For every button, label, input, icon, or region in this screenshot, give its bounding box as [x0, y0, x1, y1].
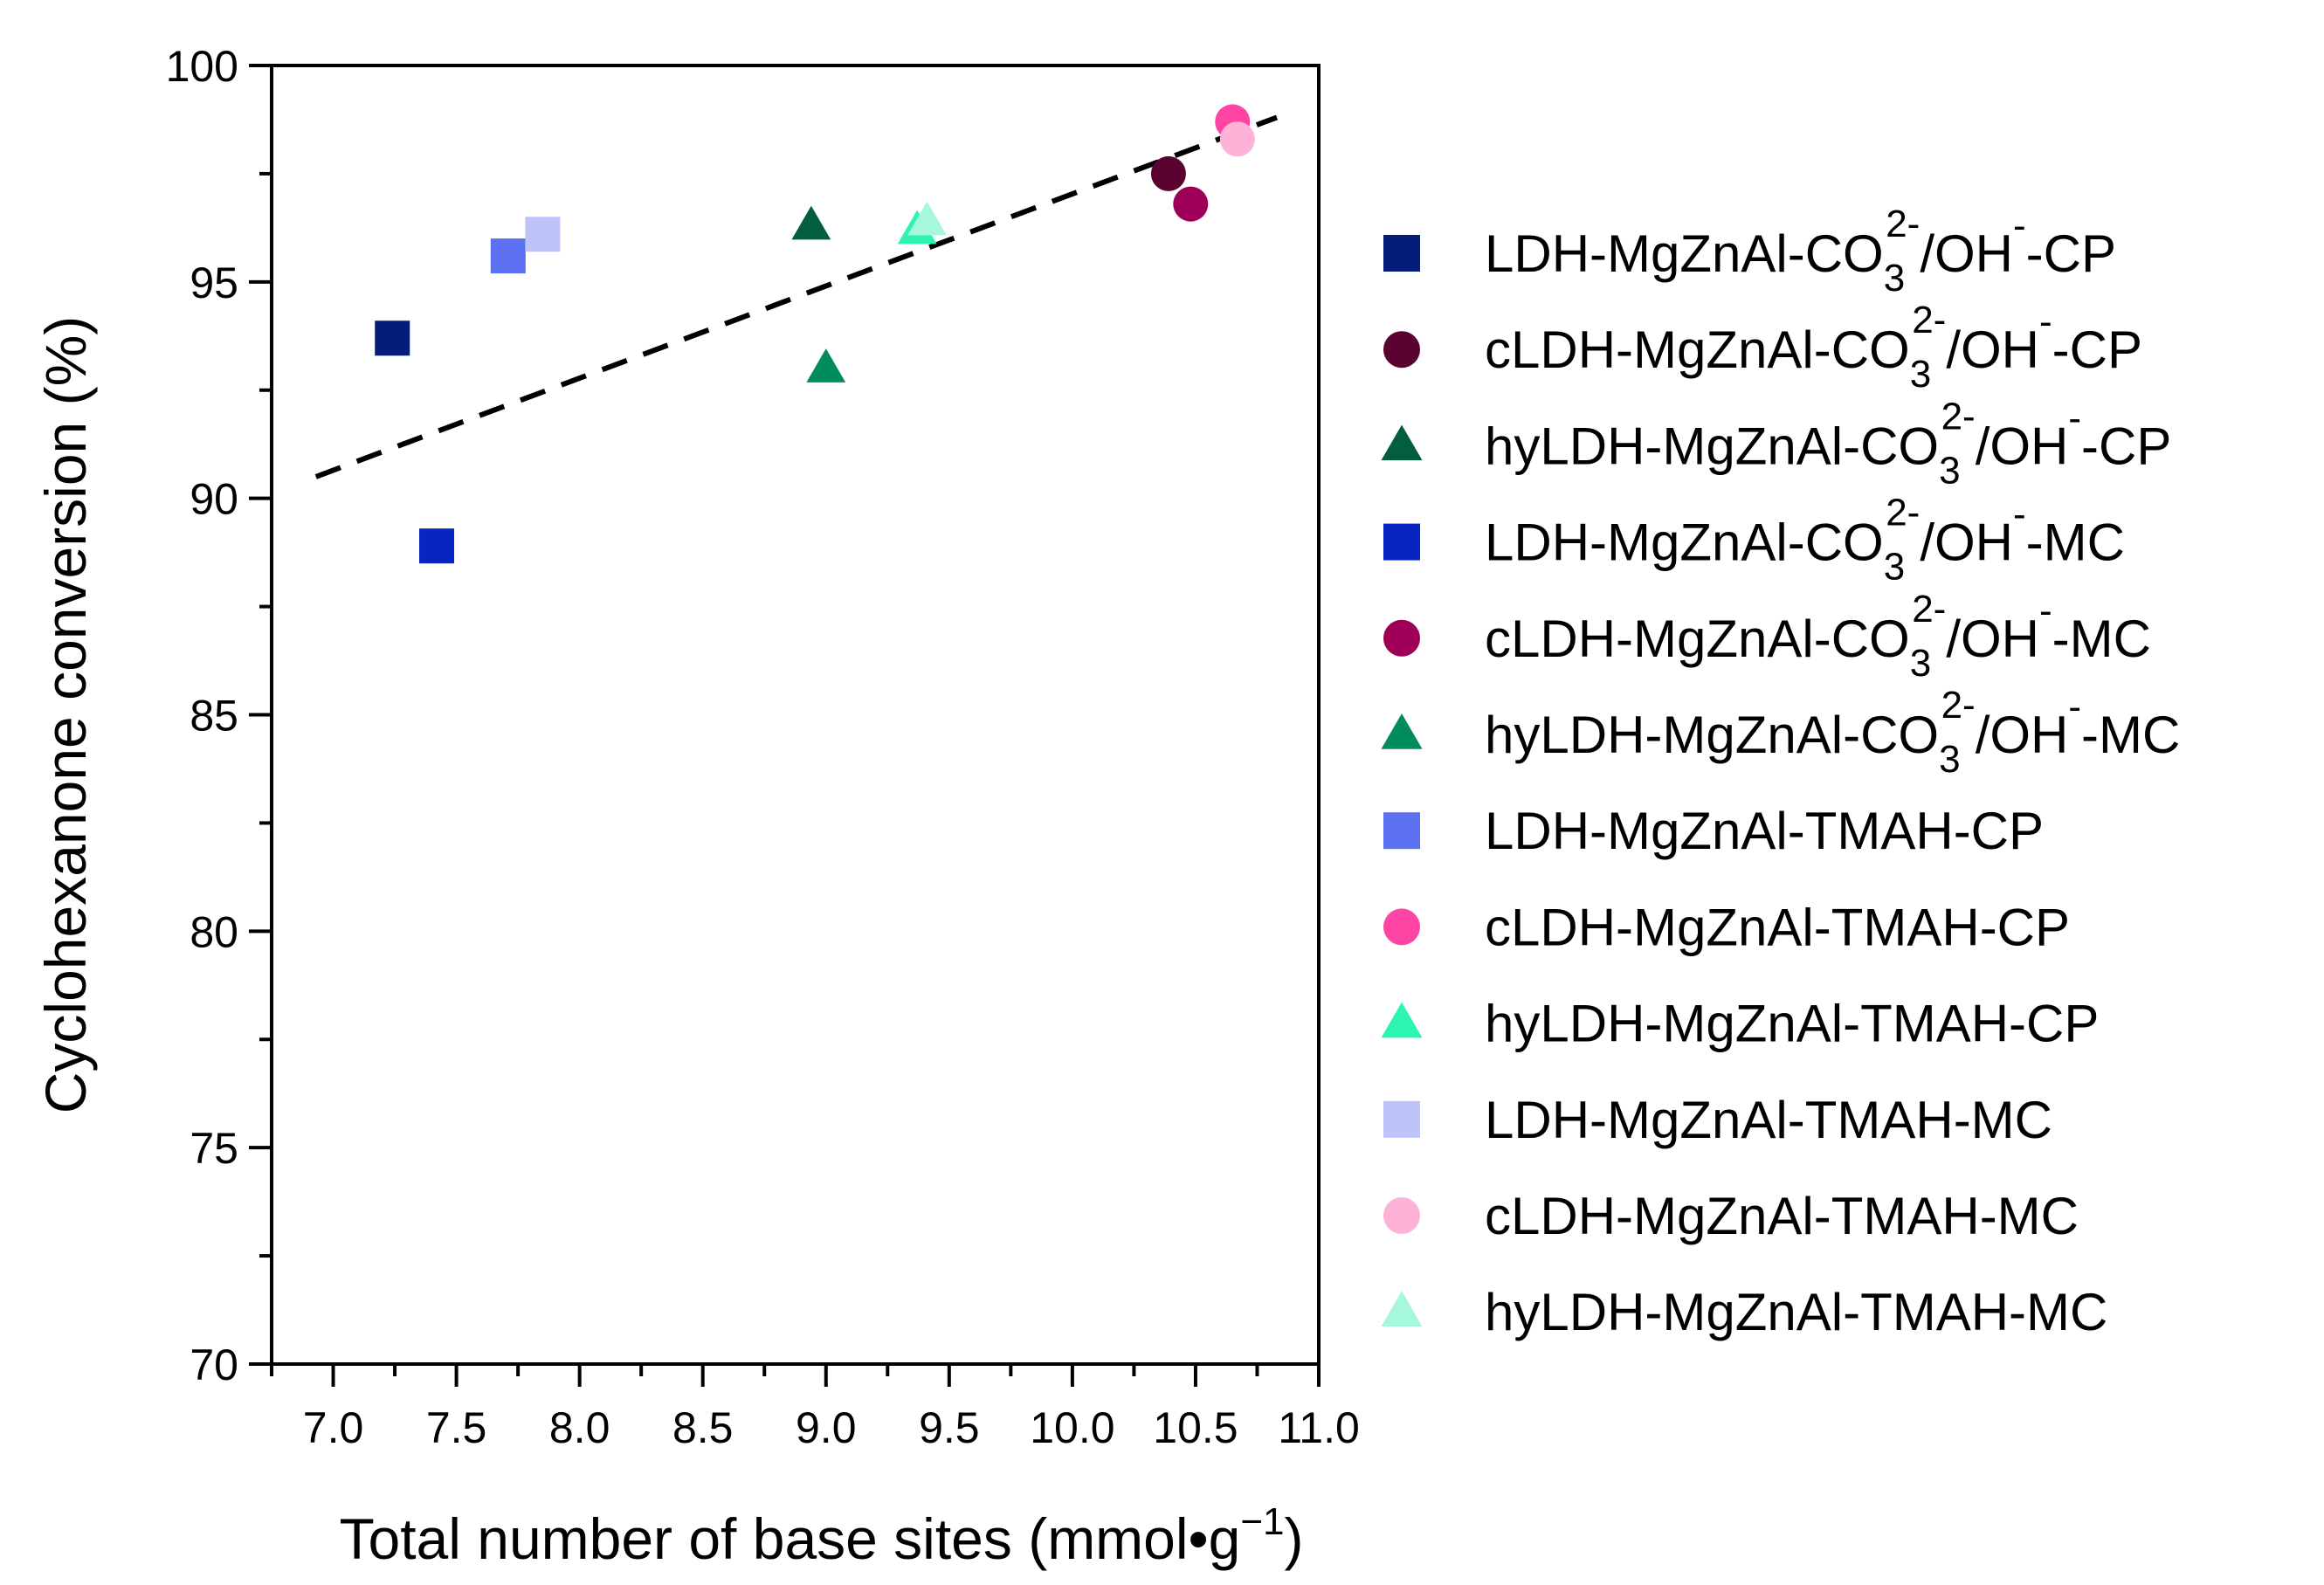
legend-label-part: 2-: [1886, 492, 1920, 534]
legend-label: LDH-MgZnAl-TMAH-MC: [1485, 1091, 2052, 1149]
legend-label-part: 3: [1910, 353, 1931, 396]
data-point-circle: [1173, 186, 1209, 222]
data-point-circle: [1150, 155, 1186, 191]
legend-marker-circle: [1383, 331, 1420, 369]
x-tick-label: 10.5: [1153, 1403, 1238, 1452]
legend-label: LDH-MgZnAl-TMAH-CP: [1485, 802, 2044, 860]
legend-label-part: cLDH-MgZnAl-CO: [1485, 610, 1910, 668]
data-point-triangle: [806, 348, 846, 382]
y-tick-label: 70: [190, 1340, 238, 1389]
x-axis-title-sup: −1: [1240, 1500, 1284, 1543]
legend-marker-circle: [1383, 619, 1420, 657]
legend-marker-square: [1383, 523, 1420, 561]
legend-label: hyLDH-MgZnAl-CO3 2-/OH--CP: [1485, 395, 2171, 492]
legend-label: cLDH-MgZnAl-CO3 2-/OH--CP: [1485, 299, 2142, 396]
legend-marker-triangle: [1381, 1002, 1423, 1038]
legend-label: LDH-MgZnAl-CO3 2-/OH--CP: [1485, 203, 2116, 300]
legend-label: hyLDH-MgZnAl-TMAH-MC: [1485, 1283, 2107, 1341]
legend-marker-triangle: [1381, 424, 1423, 461]
trendline: [314, 114, 1279, 479]
x-tick-label: 7.0: [303, 1403, 364, 1452]
x-tick-label: 8.5: [672, 1403, 734, 1452]
legend-label-part: -: [2068, 686, 2081, 728]
legend-label-part: -: [2039, 300, 2052, 343]
legend-label-part: 3: [1884, 257, 1905, 300]
legend-label-part: /OH: [1946, 610, 2039, 668]
x-tick-label: 11.0: [1278, 1403, 1360, 1452]
legend-label-part: /OH: [1976, 417, 2069, 475]
axes-ticks: [249, 64, 1321, 1387]
y-axis-title: Cyclohexanone conversion (%): [33, 316, 98, 1113]
legend-marker-square: [1383, 812, 1420, 850]
legend-label-part: cLDH-MgZnAl-CO: [1485, 320, 1910, 379]
legend-label-part: 2-: [1912, 588, 1946, 631]
legend-label-part: /OH: [1976, 706, 2069, 764]
data-point-triangle: [791, 205, 831, 240]
legend-label-part: hyLDH-MgZnAl-CO: [1485, 417, 1939, 475]
trendline-layer: [314, 114, 1279, 479]
x-tick-label: 9.0: [796, 1403, 857, 1452]
legend-label-part: -: [2039, 589, 2052, 632]
legend-marker-triangle: [1381, 713, 1423, 749]
legend-label: cLDH-MgZnAl-TMAH-CP: [1485, 898, 2070, 956]
legend-label-part: 2-: [1886, 203, 1920, 245]
legend-marker-circle: [1383, 1197, 1420, 1234]
legend-label-part: -: [2068, 396, 2081, 439]
legend-label-part: 2-: [1941, 684, 1976, 727]
legend-label-part: -CP: [2081, 417, 2171, 475]
data-point-square: [490, 238, 526, 274]
legend-label-part: /OH: [1920, 224, 2013, 283]
y-tick-label: 80: [190, 907, 238, 956]
legend-label-part: 3: [1939, 738, 1960, 781]
legend-label: LDH-MgZnAl-CO3 2-/OH--MC: [1485, 492, 2125, 589]
legend-marker-circle: [1383, 908, 1420, 946]
data-point-square: [419, 528, 455, 564]
legend-label-part: /OH: [1920, 513, 2013, 572]
x-tick-label: 9.5: [919, 1403, 980, 1452]
legend-marker-triangle: [1381, 1291, 1423, 1327]
y-tick-label: 90: [190, 475, 238, 524]
legend-label-part: -MC: [2081, 706, 2180, 764]
data-point-square: [375, 320, 410, 356]
tick-labels: 7.0 7.5 8.0 8.5 9.0 9.5 10.0 10.5 11.0 70 75 80 85 90…: [166, 42, 1360, 1452]
legend-label-part: LDH-MgZnAl-CO: [1485, 513, 1884, 572]
legend: LDH-MgZnAl-CO32-/OH--CPcLDH-MgZnAl-CO32-…: [1381, 203, 2180, 1341]
x-tick-label: 8.0: [549, 1403, 610, 1452]
legend-label: cLDH-MgZnAl-TMAH-MC: [1485, 1187, 2079, 1245]
legend-label-part: /OH: [1946, 320, 2039, 379]
legend-label-part: LDH-MgZnAl-CO: [1485, 224, 1884, 283]
legend-marker-square: [1383, 1100, 1420, 1138]
x-tick-label: 7.5: [426, 1403, 487, 1452]
legend-label-part: 2-: [1912, 299, 1946, 341]
legend-marker-square: [1383, 235, 1420, 272]
legend-label-part: -MC: [2026, 513, 2125, 572]
y-tick-label: 100: [166, 42, 238, 91]
data-point-circle: [1219, 121, 1255, 157]
x-axis-title-main: Total number of base sites (mmol•g: [339, 1506, 1240, 1571]
x-axis-title-close: ): [1285, 1506, 1304, 1571]
x-tick-label: 10.0: [1030, 1403, 1114, 1452]
legend-label-part: 3: [1939, 449, 1960, 492]
legend-label-part: 3: [1884, 546, 1905, 589]
y-tick-label: 85: [190, 692, 238, 741]
legend-label-part: -CP: [2052, 320, 2142, 379]
legend-label: cLDH-MgZnAl-CO3 2-/OH--MC: [1485, 588, 2151, 685]
legend-label-part: hyLDH-MgZnAl-CO: [1485, 706, 1939, 764]
legend-label-part: -: [2013, 204, 2026, 247]
y-tick-label: 95: [190, 258, 238, 307]
y-tick-label: 75: [190, 1124, 238, 1173]
legend-label-part: -CP: [2026, 224, 2116, 283]
x-axis-title: Total number of base sites (mmol•g−1): [339, 1500, 1303, 1571]
data-point-triangle: [907, 201, 947, 236]
legend-label-part: 2-: [1941, 395, 1976, 438]
data-point-square: [525, 217, 561, 252]
legend-label: hyLDH-MgZnAl-TMAH-CP: [1485, 995, 2099, 1053]
legend-label: hyLDH-MgZnAl-CO3 2-/OH--MC: [1485, 684, 2180, 781]
data-markers: [375, 104, 1255, 564]
legend-label-part: -: [2013, 493, 2026, 536]
legend-label-part: -MC: [2052, 610, 2151, 668]
legend-label-part: 3: [1910, 642, 1931, 685]
plot-frame: [270, 64, 1321, 1366]
